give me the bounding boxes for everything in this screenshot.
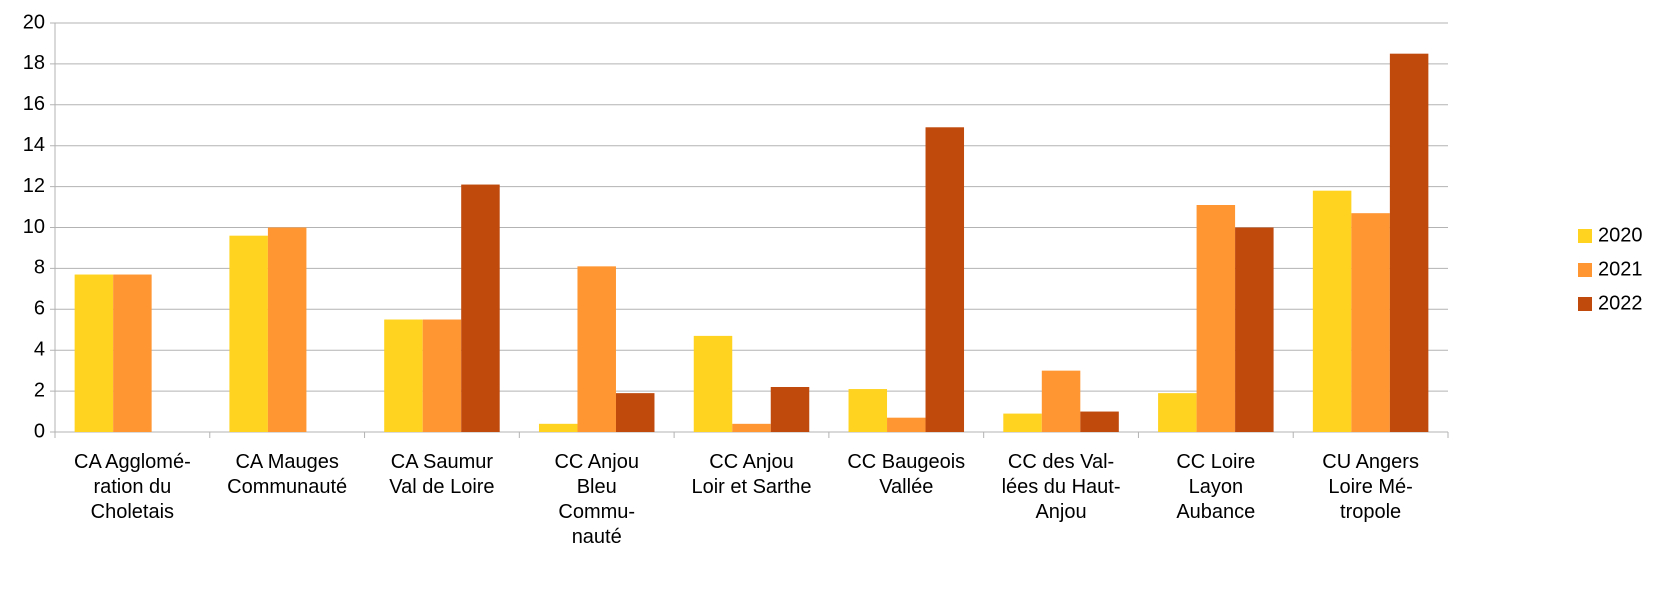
bar [848, 389, 888, 432]
x-tick-label: CA Saumur Val de Loire [389, 451, 495, 498]
bar [1041, 370, 1081, 432]
x-tick-label: CC Baugeois Vallée [847, 451, 966, 498]
x-tick-label: CA Mauges Communauté [227, 451, 348, 498]
legend-label: 2021 [1598, 258, 1643, 280]
x-tick-label: CC des Val- lées du Haut- Anjou [1001, 451, 1121, 523]
y-tick-label: 18 [23, 52, 45, 74]
legend-swatch [1578, 229, 1592, 243]
bar [461, 184, 500, 432]
bar [693, 335, 733, 432]
bar [1080, 411, 1119, 432]
y-tick-label: 4 [34, 338, 45, 360]
y-tick-label: 10 [23, 216, 45, 238]
bar [384, 319, 423, 432]
x-tick-label: CU Angers Loire Mé- tropole [1322, 451, 1419, 523]
y-tick-label: 16 [23, 93, 45, 115]
bar [577, 266, 616, 432]
y-tick-label: 0 [34, 420, 45, 442]
x-tick-label: CA Agglomé- ration du Choletais [74, 451, 191, 523]
x-tick-label: CC Loire Layon Aubance [1176, 451, 1256, 523]
bar [538, 423, 578, 432]
bar [267, 227, 307, 432]
bar [1003, 413, 1042, 432]
legend-swatch [1578, 263, 1592, 277]
y-tick-label: 2 [34, 379, 45, 401]
y-tick-label: 14 [23, 134, 45, 156]
x-tick-label: CC Anjou Loir et Sarthe [691, 451, 812, 498]
bar [229, 235, 268, 432]
bar [74, 274, 114, 432]
y-tick-label: 6 [34, 298, 45, 320]
x-tick-label: CC Anjou Bleu Commu- nauté [554, 451, 639, 548]
bar [770, 387, 810, 432]
bar [615, 393, 655, 432]
bar [925, 127, 965, 433]
legend-label: 2020 [1598, 224, 1643, 246]
bar [1235, 227, 1274, 432]
y-tick-label: 12 [23, 175, 45, 197]
y-tick-label: 20 [23, 11, 45, 33]
bar [422, 319, 462, 432]
y-tick-label: 8 [34, 257, 45, 279]
bar [887, 417, 926, 432]
bar [113, 274, 152, 432]
bar [1158, 393, 1197, 432]
legend-swatch [1578, 297, 1592, 311]
bar [1312, 190, 1352, 432]
bar [732, 423, 771, 432]
legend-label: 2022 [1598, 292, 1643, 314]
bar [1196, 205, 1236, 432]
bar [1351, 213, 1390, 432]
bar [1389, 53, 1429, 433]
